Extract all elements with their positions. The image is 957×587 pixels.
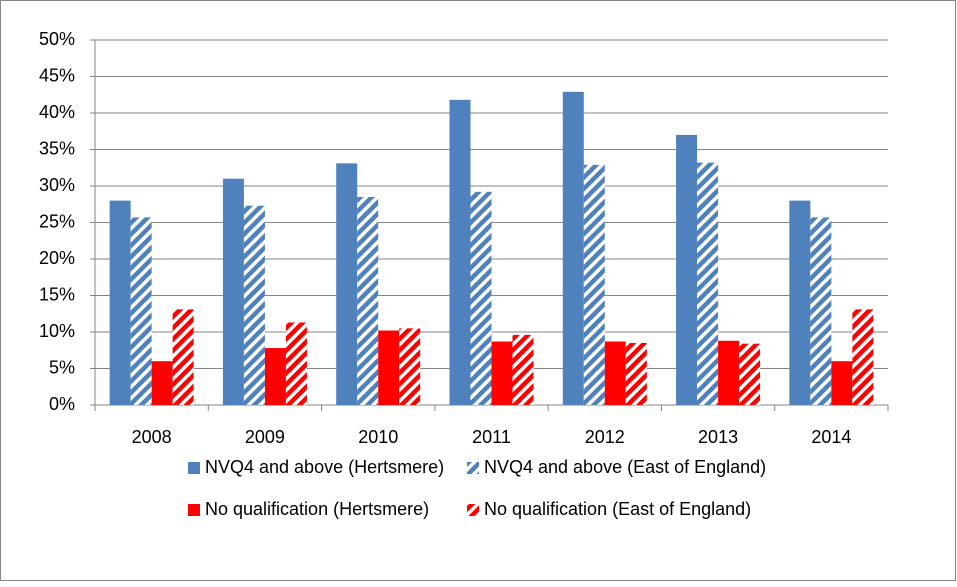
x-tick-label: 2010 bbox=[358, 427, 398, 447]
bar bbox=[852, 309, 874, 405]
bar bbox=[583, 164, 605, 405]
bar bbox=[718, 340, 740, 405]
legend-swatch bbox=[467, 504, 479, 516]
legend-swatch bbox=[188, 462, 200, 474]
y-tick-label: 20% bbox=[39, 248, 75, 268]
bar bbox=[739, 343, 761, 405]
bar bbox=[831, 361, 853, 405]
y-tick-label: 25% bbox=[39, 211, 75, 231]
y-tick-label: 10% bbox=[39, 321, 75, 341]
bar bbox=[470, 191, 492, 405]
x-tick-label: 2008 bbox=[132, 427, 172, 447]
bar bbox=[810, 217, 832, 405]
legend-label: No qualification (Hertsmere) bbox=[205, 499, 429, 519]
legend-label: NVQ4 and above (East of England) bbox=[484, 457, 766, 477]
y-tick-label: 5% bbox=[49, 357, 75, 377]
legend-swatch bbox=[467, 462, 479, 474]
x-tick-label: 2012 bbox=[585, 427, 625, 447]
bar bbox=[172, 309, 194, 405]
y-tick-label: 15% bbox=[39, 284, 75, 304]
bar bbox=[130, 217, 152, 405]
bar bbox=[378, 330, 400, 405]
bar bbox=[222, 178, 244, 405]
bar bbox=[625, 342, 647, 405]
x-tick-label: 2013 bbox=[698, 427, 738, 447]
x-tick-label: 2011 bbox=[472, 427, 511, 447]
y-tick-label: 35% bbox=[39, 138, 75, 158]
bar bbox=[109, 200, 131, 405]
bar bbox=[151, 361, 173, 405]
y-tick-label: 30% bbox=[39, 175, 75, 195]
x-tick-label: 2009 bbox=[245, 427, 285, 447]
bar bbox=[697, 162, 719, 405]
legend-swatch bbox=[188, 504, 200, 516]
y-tick-label: 50% bbox=[39, 29, 75, 49]
bar bbox=[789, 200, 811, 405]
bar bbox=[562, 91, 584, 405]
x-tick-label: 2014 bbox=[811, 427, 851, 447]
bar bbox=[604, 341, 626, 405]
bar bbox=[399, 328, 421, 405]
bar bbox=[243, 205, 265, 405]
y-tick-label: 40% bbox=[39, 102, 75, 122]
legend-label: No qualification (East of England) bbox=[484, 499, 751, 519]
bar bbox=[264, 348, 286, 405]
bar bbox=[357, 196, 379, 405]
bar bbox=[336, 163, 358, 405]
bar bbox=[491, 341, 513, 405]
y-tick-label: 0% bbox=[49, 394, 75, 414]
bar bbox=[512, 334, 534, 405]
legend-label: NVQ4 and above (Hertsmere) bbox=[205, 457, 444, 477]
bar bbox=[285, 322, 307, 405]
bar bbox=[449, 99, 471, 406]
bar bbox=[676, 134, 698, 405]
y-tick-label: 45% bbox=[39, 65, 75, 85]
